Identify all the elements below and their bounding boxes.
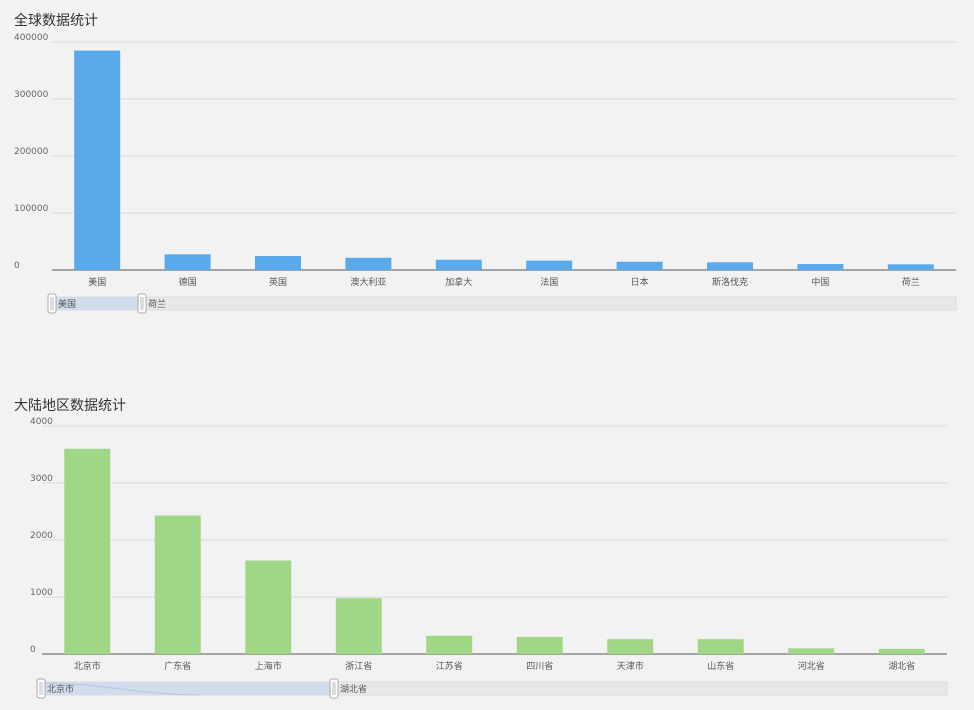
zoom-handle-start[interactable] xyxy=(36,678,46,699)
zoom-slider-track[interactable] xyxy=(51,296,957,311)
zoom-slider-shadow-line xyxy=(40,682,202,696)
zoom-end-label: 荷兰 xyxy=(148,298,166,310)
y-tick-label: 300000 xyxy=(14,90,49,100)
x-tick-label: 上海市 xyxy=(255,660,282,672)
x-tick-label: 河北省 xyxy=(798,660,825,672)
x-tick-label: 澳大利亚 xyxy=(350,276,386,288)
y-tick-label: 0 xyxy=(30,645,36,655)
x-tick-label: 法国 xyxy=(540,276,558,288)
mainland-chart: 大陆地区数据统计 0 1000 2000 3000 4000 北京市 广东省 上海市 浙江省 江苏… xyxy=(0,385,974,710)
chart-title: 全球数据统计 xyxy=(14,13,98,29)
mainland-bar-chart-svg: 0 1000 2000 3000 4000 北京市 广东省 上海市 浙江省 江苏省 四川省 天津市 山东… xyxy=(30,417,948,699)
bar[interactable] xyxy=(788,648,835,654)
bar[interactable] xyxy=(616,261,663,270)
bar[interactable] xyxy=(164,254,211,270)
bar[interactable] xyxy=(345,257,392,270)
bar[interactable] xyxy=(154,515,201,654)
x-tick-label: 广东省 xyxy=(164,660,191,672)
x-tick-label: 湖北省 xyxy=(888,660,915,672)
chart-title: 大陆地区数据统计 xyxy=(14,398,126,414)
bar[interactable] xyxy=(435,259,482,270)
bar[interactable] xyxy=(74,50,121,270)
x-tick-label: 德国 xyxy=(179,276,197,288)
x-tick-label: 北京市 xyxy=(74,660,101,672)
bar[interactable] xyxy=(516,636,563,654)
y-tick-label: 0 xyxy=(14,261,20,271)
bar[interactable] xyxy=(607,639,654,654)
x-tick-label: 江苏省 xyxy=(436,660,463,672)
zoom-handle-end[interactable] xyxy=(137,293,147,314)
x-tick-label: 中国 xyxy=(811,276,829,288)
x-tick-label: 加拿大 xyxy=(445,276,472,288)
zoom-end-label: 湖北省 xyxy=(340,683,367,695)
zoom-handle-start[interactable] xyxy=(47,293,57,314)
x-tick-label: 斯洛伐克 xyxy=(712,276,748,288)
bar[interactable] xyxy=(245,560,292,654)
y-tick-label: 400000 xyxy=(14,33,49,43)
zoom-start-label: 北京市 xyxy=(47,683,74,695)
bar[interactable] xyxy=(64,448,111,654)
x-tick-label: 四川省 xyxy=(526,660,553,672)
x-tick-label: 英国 xyxy=(269,276,287,288)
bar[interactable] xyxy=(797,264,844,270)
y-tick-label: 100000 xyxy=(14,204,49,214)
x-tick-label: 日本 xyxy=(631,276,649,288)
global-chart: 全球数据统计 0 100000 200000 300000 400000 美国 德国 英国 澳大… xyxy=(0,0,974,330)
bar[interactable] xyxy=(887,264,934,270)
x-tick-label: 天津市 xyxy=(617,660,644,672)
y-tick-label: 2000 xyxy=(30,531,53,541)
x-tick-label: 荷兰 xyxy=(902,276,920,288)
y-tick-label: 1000 xyxy=(30,588,53,598)
bar[interactable] xyxy=(255,256,301,270)
bar[interactable] xyxy=(335,598,382,654)
y-tick-label: 3000 xyxy=(30,474,53,484)
x-tick-label: 浙江省 xyxy=(345,660,372,672)
y-tick-label: 200000 xyxy=(14,147,49,157)
zoom-handle-end[interactable] xyxy=(329,678,339,699)
bar[interactable] xyxy=(707,262,753,270)
bar[interactable] xyxy=(878,648,925,654)
x-tick-label: 美国 xyxy=(88,276,106,288)
bar[interactable] xyxy=(526,260,573,270)
bar[interactable] xyxy=(426,635,473,654)
zoom-slider-selection[interactable] xyxy=(52,297,142,310)
y-tick-label: 4000 xyxy=(30,417,53,427)
zoom-start-label: 美国 xyxy=(58,298,76,310)
bar[interactable] xyxy=(697,639,744,654)
zoom-slider-selection[interactable] xyxy=(41,682,334,695)
global-bar-chart-svg: 0 100000 200000 300000 400000 美国 德国 英国 澳大利亚 加拿大 法国… xyxy=(14,33,957,314)
x-tick-label: 山东省 xyxy=(707,660,734,672)
